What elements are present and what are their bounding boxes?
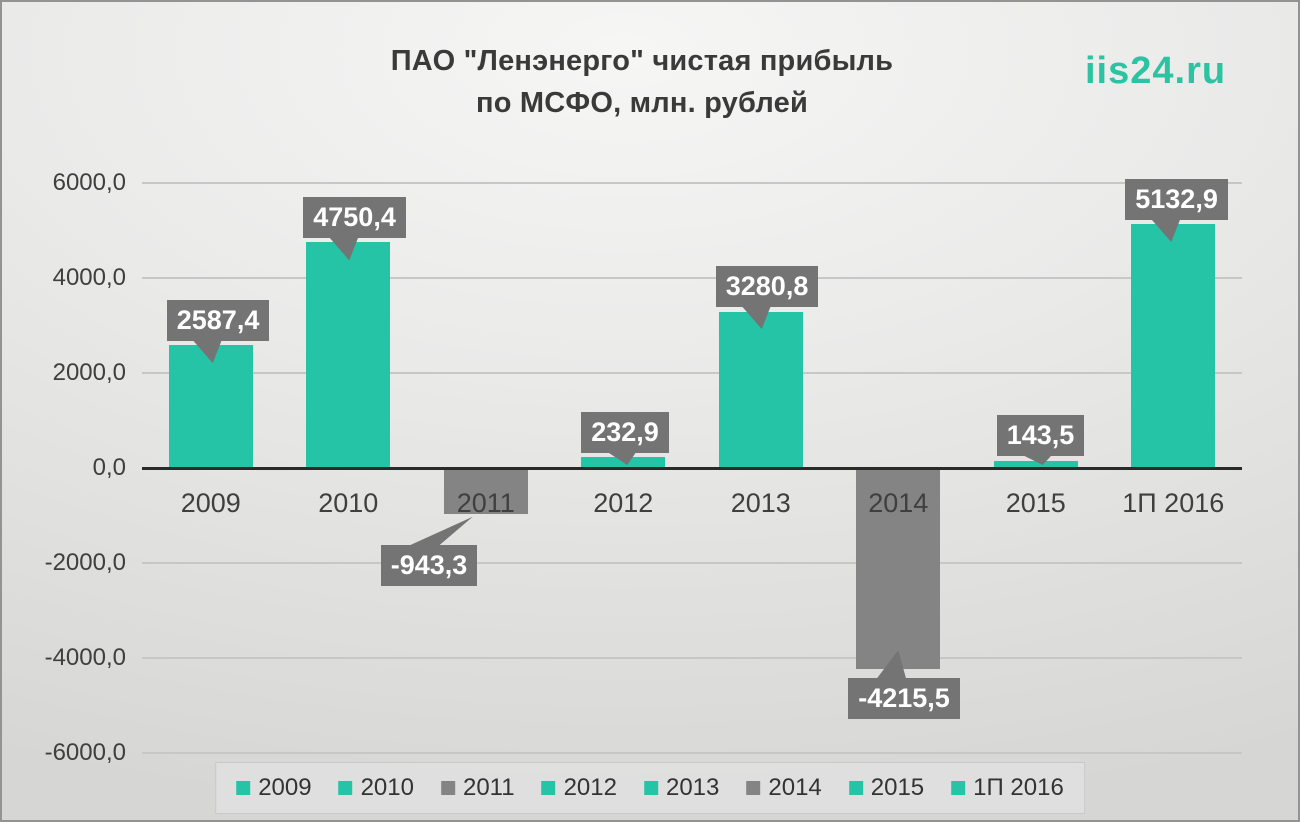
data-label-2014: -4215,5 [848,678,960,720]
x-axis-zero-line [142,467,1242,470]
gridline [142,182,1242,184]
legend-swatch-icon [541,781,556,795]
data-label-2011: -943,3 [380,544,478,586]
legend-item-2010: 2010 [338,774,414,802]
data-label-2012: 232,9 [581,411,669,453]
legend-swatch-icon [236,781,251,795]
y-axis-tick-label: -6000,0 [44,739,126,766]
legend-item-2013: 2013 [643,774,720,802]
legend: 2009 2010 2011 2012 2013 2014 2015 1П 2016 [215,762,1085,814]
y-axis-tick-label: 2000,0 [52,359,126,386]
chart-title-line2: по МСФО, млн. рублей [476,87,808,119]
y-axis-tick-label: 4000,0 [52,264,126,291]
x-axis-label-2009: 2009 [180,488,241,518]
data-label-2010: 4750,4 [303,197,406,239]
bar-1П 2016 [1131,224,1216,468]
y-axis-tick-label: -2000,0 [44,549,126,576]
legend-swatch-icon [338,781,353,795]
x-axis-label-2011: 2011 [456,488,515,518]
legend-item-2011: 2011 [440,774,515,802]
legend-label: 2010 [360,774,414,801]
bar-2011 [443,469,528,514]
y-axis-tick-label: -4000,0 [44,644,126,671]
y-axis-tick-label: 6000,0 [52,169,126,196]
legend-swatch-icon [848,781,863,795]
x-axis-label-2010: 2010 [318,488,379,518]
legend-swatch-icon [951,781,966,795]
x-axis-label-2012: 2012 [593,488,654,518]
legend-item-2009: 2009 [236,774,312,802]
x-axis-label-2015: 2015 [1005,488,1066,518]
data-label-2013: 3280,8 [715,266,819,308]
legend-item-2012: 2012 [541,774,617,802]
bar-2009 [168,345,253,468]
legend-label: 2015 [870,774,925,801]
legend-swatch-icon [440,781,455,795]
data-label-1П 2016: 5132,9 [1125,179,1228,221]
data-label-2015: 143,5 [996,415,1085,457]
legend-label: 2013 [665,774,720,801]
legend-item-2015: 2015 [848,774,925,802]
gridline [142,277,1242,279]
x-axis-label-2013: 2013 [730,488,791,518]
legend-item-2014: 2014 [746,774,822,802]
gridline [142,562,1242,564]
data-label-tail [408,516,473,546]
gridline [142,657,1242,659]
legend-swatch-icon [643,781,658,795]
bar-2013 [718,312,803,468]
legend-label: 2012 [563,774,617,801]
legend-swatch-icon [746,781,761,795]
data-label-2009: 2587,4 [166,300,270,342]
legend-item-1П 2016: 1П 2016 [951,774,1064,802]
legend-label: 2014 [768,774,822,801]
bar-2010 [306,242,391,468]
y-axis-tick-label: 0,0 [92,454,126,481]
bar-2014 [856,469,941,670]
legend-label: 2009 [258,774,312,801]
watermark-logo: iis24.ru [1085,50,1227,92]
legend-label: 2011 [462,774,515,801]
chart-title-line1: ПАО "Ленэнерго" чистая прибыль [390,45,894,77]
chart-title: ПАО "Ленэнерго" чистая прибыль по МСФО, … [2,40,1282,124]
gridline [142,752,1242,754]
legend-label: 1П 2016 [973,774,1064,801]
x-axis-label-2014: 2014 [868,488,929,518]
x-axis-label-1П 2016: 1П 2016 [1122,488,1225,518]
gridline [142,372,1242,374]
